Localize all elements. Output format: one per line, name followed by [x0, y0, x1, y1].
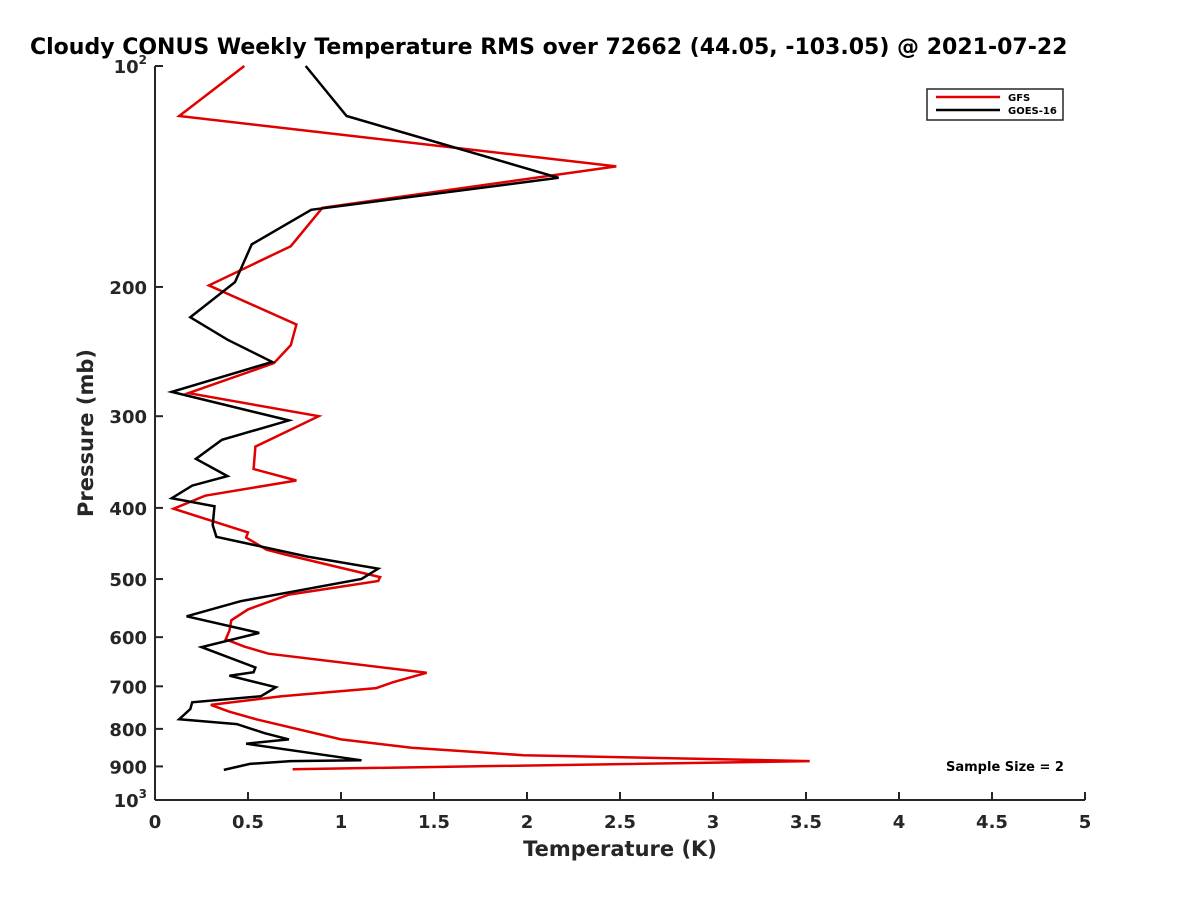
legend: GFS GOES-16 [926, 88, 1064, 121]
sample-size-annotation: Sample Size = 2 [946, 760, 1064, 775]
series-lines [166, 65, 810, 772]
legend-label-gfs: GFS [1008, 93, 1030, 104]
x-tick-label: 2 [521, 812, 534, 833]
legend-box [926, 88, 1064, 121]
axes [154, 66, 1085, 801]
x-tick-label: 0.5 [232, 812, 264, 833]
y-tick-label: 400 [109, 499, 147, 520]
y-tick-label: 200 [109, 278, 147, 299]
y-tick-label: 800 [109, 720, 147, 741]
y-tick-label: 900 [109, 757, 147, 778]
legend-label-goes-16: GOES-16 [1008, 106, 1057, 117]
x-tick-label: 4 [893, 812, 906, 833]
x-axis-label: Temperature (K) [523, 837, 717, 861]
y-axis-label: Pressure (mb) [74, 349, 98, 517]
x-tick-label: 0 [149, 812, 162, 833]
x-tick-label: 3 [707, 812, 720, 833]
x-tick-label: 2.5 [604, 812, 636, 833]
y-tick-label: 300 [109, 407, 147, 428]
y-tick-label: 700 [109, 677, 147, 698]
y-tick-label: 500 [109, 570, 147, 591]
x-tick-label: 5 [1079, 812, 1092, 833]
series-line-gfs [169, 65, 810, 771]
x-ticks: 0 0.5 1 1.5 2 2.5 3 3.5 4 4.5 5 [149, 792, 1092, 833]
x-tick-label: 3.5 [790, 812, 822, 833]
x-tick-label: 1 [335, 812, 348, 833]
x-tick-label: 1.5 [418, 812, 450, 833]
y-tick-label: 102 [114, 53, 147, 78]
y-tick-label: 103 [114, 787, 147, 812]
y-tick-label: 600 [109, 628, 147, 649]
x-tick-label: 4.5 [976, 812, 1008, 833]
y-ticks: 102 200 300 400 500 600 700 800 900 103 [109, 53, 163, 812]
chart-title: Cloudy CONUS Weekly Temperature RMS over… [30, 35, 1067, 60]
series-line-goes-16 [166, 65, 559, 772]
